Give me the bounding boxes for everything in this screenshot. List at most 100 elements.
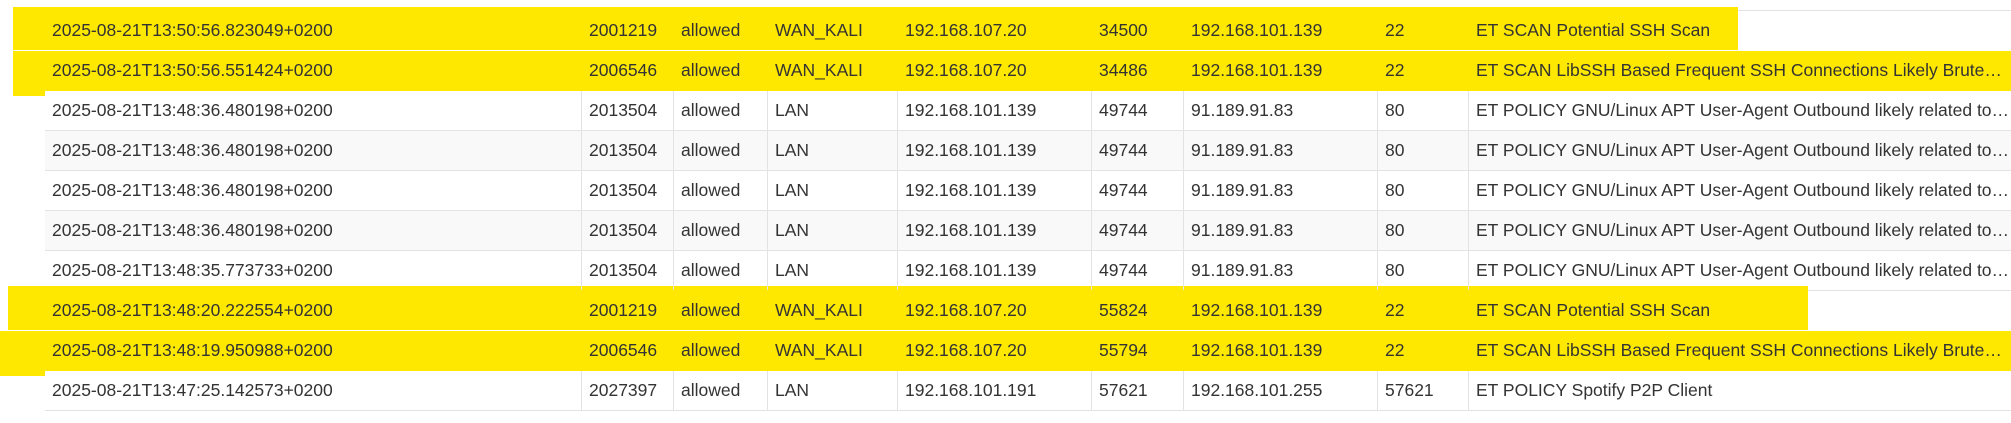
destination-ip-cell: 192.168.101.139 — [1191, 300, 1323, 320]
sid-cell: 2027397 — [581, 371, 673, 410]
sid-cell: 2013504 — [581, 211, 673, 250]
timestamp-cell: 2025-08-21T13:47:25.142573+0200 — [52, 380, 333, 400]
highlighter-mark — [0, 331, 2011, 376]
table-row[interactable]: 2025-08-21T13:48:36.480198+0200 2013504 … — [45, 171, 2011, 211]
interface-cell: LAN — [767, 91, 897, 130]
action-cell: allowed — [681, 340, 741, 360]
interface-cell: LAN — [767, 371, 897, 410]
table-row[interactable]: 2025-08-21T13:47:25.142573+0200 2027397 … — [45, 371, 2011, 411]
sid-cell: 2001219 — [589, 20, 658, 40]
alert-description-cell: ET POLICY GNU/Linux APT User-Agent Outbo… — [1468, 131, 2011, 170]
action-cell: allowed — [673, 251, 767, 290]
timestamp-cell: 2025-08-21T13:48:36.480198+0200 — [52, 100, 333, 120]
timestamp-cell: 2025-08-21T13:48:35.773733+0200 — [52, 260, 333, 280]
sid-cell: 2013504 — [581, 251, 673, 290]
alert-description-cell: ET POLICY GNU/Linux APT User-Agent Outbo… — [1468, 211, 2011, 250]
timestamp-cell: 2025-08-21T13:50:56.551424+0200 — [52, 60, 333, 80]
table-row[interactable]: 2025-08-21T13:48:36.480198+0200 2013504 … — [45, 131, 2011, 171]
source-ip-cell: 192.168.101.139 — [897, 91, 1091, 130]
destination-port-cell: 80 — [1377, 91, 1468, 130]
table-row[interactable]: 2025-08-21T13:48:19.950988+0200 2006546 … — [0, 331, 2011, 376]
timestamp-cell: 2025-08-21T13:48:36.480198+0200 — [52, 140, 333, 160]
sid-cell: 2013504 — [581, 131, 673, 170]
alert-description-cell: ET POLICY GNU/Linux APT User-Agent Outbo… — [1468, 91, 2011, 130]
action-cell: allowed — [673, 211, 767, 250]
source-port-cell: 57621 — [1091, 371, 1183, 410]
destination-ip-cell: 91.189.91.83 — [1183, 131, 1377, 170]
source-ip-cell: 192.168.107.20 — [905, 20, 1027, 40]
source-port-cell: 55794 — [1099, 340, 1148, 360]
source-ip-cell: 192.168.101.139 — [897, 211, 1091, 250]
destination-port-cell: 22 — [1385, 60, 1405, 80]
action-cell: allowed — [681, 300, 741, 320]
source-ip-cell: 192.168.101.139 — [897, 251, 1091, 290]
source-port-cell: 49744 — [1091, 91, 1183, 130]
interface-cell: LAN — [767, 131, 897, 170]
source-port-cell: 34486 — [1099, 60, 1148, 80]
destination-ip-cell: 91.189.91.83 — [1183, 211, 1377, 250]
destination-ip-cell: 192.168.101.139 — [1191, 340, 1323, 360]
interface-cell: LAN — [767, 171, 897, 210]
table-row[interactable]: 2025-08-21T13:50:56.551424+0200 2006546 … — [13, 51, 2011, 96]
source-port-cell: 34500 — [1099, 20, 1148, 40]
timestamp-cell: 2025-08-21T13:48:20.222554+0200 — [52, 300, 333, 320]
source-port-cell: 49744 — [1091, 251, 1183, 290]
action-cell: allowed — [673, 91, 767, 130]
destination-port-cell: 22 — [1385, 340, 1405, 360]
destination-port-cell: 80 — [1377, 211, 1468, 250]
alert-description-cell: ET SCAN Potential SSH Scan — [1476, 300, 1711, 320]
destination-port-cell: 57621 — [1377, 371, 1468, 410]
alert-description-cell: ET SCAN LibSSH Based Frequent SSH Connec… — [1476, 60, 2011, 80]
action-cell: allowed — [681, 20, 741, 40]
destination-port-cell: 80 — [1377, 131, 1468, 170]
destination-ip-cell: 192.168.101.139 — [1191, 20, 1323, 40]
action-cell: allowed — [681, 60, 741, 80]
interface-cell: WAN_KALI — [775, 60, 863, 80]
table-row[interactable]: 2025-08-21T13:48:20.222554+0200 2001219 … — [8, 286, 2011, 331]
interface-cell: WAN_KALI — [775, 300, 863, 320]
highlighter-mark — [13, 7, 1738, 50]
timestamp-cell: 2025-08-21T13:48:19.950988+0200 — [52, 340, 333, 360]
destination-ip-cell: 192.168.101.139 — [1191, 60, 1323, 80]
destination-port-cell: 80 — [1377, 171, 1468, 210]
sid-cell: 2013504 — [581, 171, 673, 210]
table-row[interactable]: 2025-08-21T13:48:36.480198+0200 2013504 … — [45, 211, 2011, 251]
destination-ip-cell: 91.189.91.83 — [1183, 171, 1377, 210]
source-port-cell: 49744 — [1091, 131, 1183, 170]
table-row[interactable]: 2025-08-21T13:50:56.823049+0200 2001219 … — [13, 7, 2011, 51]
source-ip-cell: 192.168.107.20 — [905, 340, 1027, 360]
table-row[interactable]: 2025-08-21T13:48:35.773733+0200 2013504 … — [45, 251, 2011, 291]
source-ip-cell: 192.168.107.20 — [905, 300, 1027, 320]
alert-description-cell: ET SCAN Potential SSH Scan — [1476, 20, 1711, 40]
alert-description-cell: ET SCAN LibSSH Based Frequent SSH Connec… — [1476, 340, 2011, 360]
source-ip-cell: 192.168.101.191 — [897, 371, 1091, 410]
action-cell: allowed — [673, 131, 767, 170]
table-row[interactable]: 2025-08-21T13:48:36.480198+0200 2013504 … — [45, 91, 2011, 131]
timestamp-cell: 2025-08-21T13:48:36.480198+0200 — [52, 220, 333, 240]
interface-cell: LAN — [767, 251, 897, 290]
source-ip-cell: 192.168.101.139 — [897, 171, 1091, 210]
sid-cell: 2006546 — [589, 340, 658, 360]
action-cell: allowed — [673, 171, 767, 210]
action-cell: allowed — [673, 371, 767, 410]
destination-port-cell: 22 — [1385, 20, 1405, 40]
source-port-cell: 49744 — [1091, 211, 1183, 250]
alert-description-cell: ET POLICY GNU/Linux APT User-Agent Outbo… — [1468, 251, 2011, 290]
destination-port-cell: 22 — [1385, 300, 1405, 320]
source-ip-cell: 192.168.101.139 — [897, 131, 1091, 170]
source-ip-cell: 192.168.107.20 — [905, 60, 1027, 80]
destination-ip-cell: 192.168.101.255 — [1183, 371, 1377, 410]
interface-cell: WAN_KALI — [775, 340, 863, 360]
interface-cell: LAN — [767, 211, 897, 250]
destination-ip-cell: 91.189.91.83 — [1183, 251, 1377, 290]
destination-port-cell: 80 — [1377, 251, 1468, 290]
timestamp-cell: 2025-08-21T13:50:56.823049+0200 — [52, 20, 333, 40]
sid-cell: 2013504 — [581, 91, 673, 130]
destination-ip-cell: 91.189.91.83 — [1183, 91, 1377, 130]
sid-cell: 2001219 — [589, 300, 658, 320]
highlighter-mark — [13, 51, 2011, 96]
sid-cell: 2006546 — [589, 60, 658, 80]
source-port-cell: 55824 — [1099, 300, 1148, 320]
timestamp-cell: 2025-08-21T13:48:36.480198+0200 — [52, 180, 333, 200]
alert-description-cell: ET POLICY Spotify P2P Client — [1468, 371, 2011, 410]
